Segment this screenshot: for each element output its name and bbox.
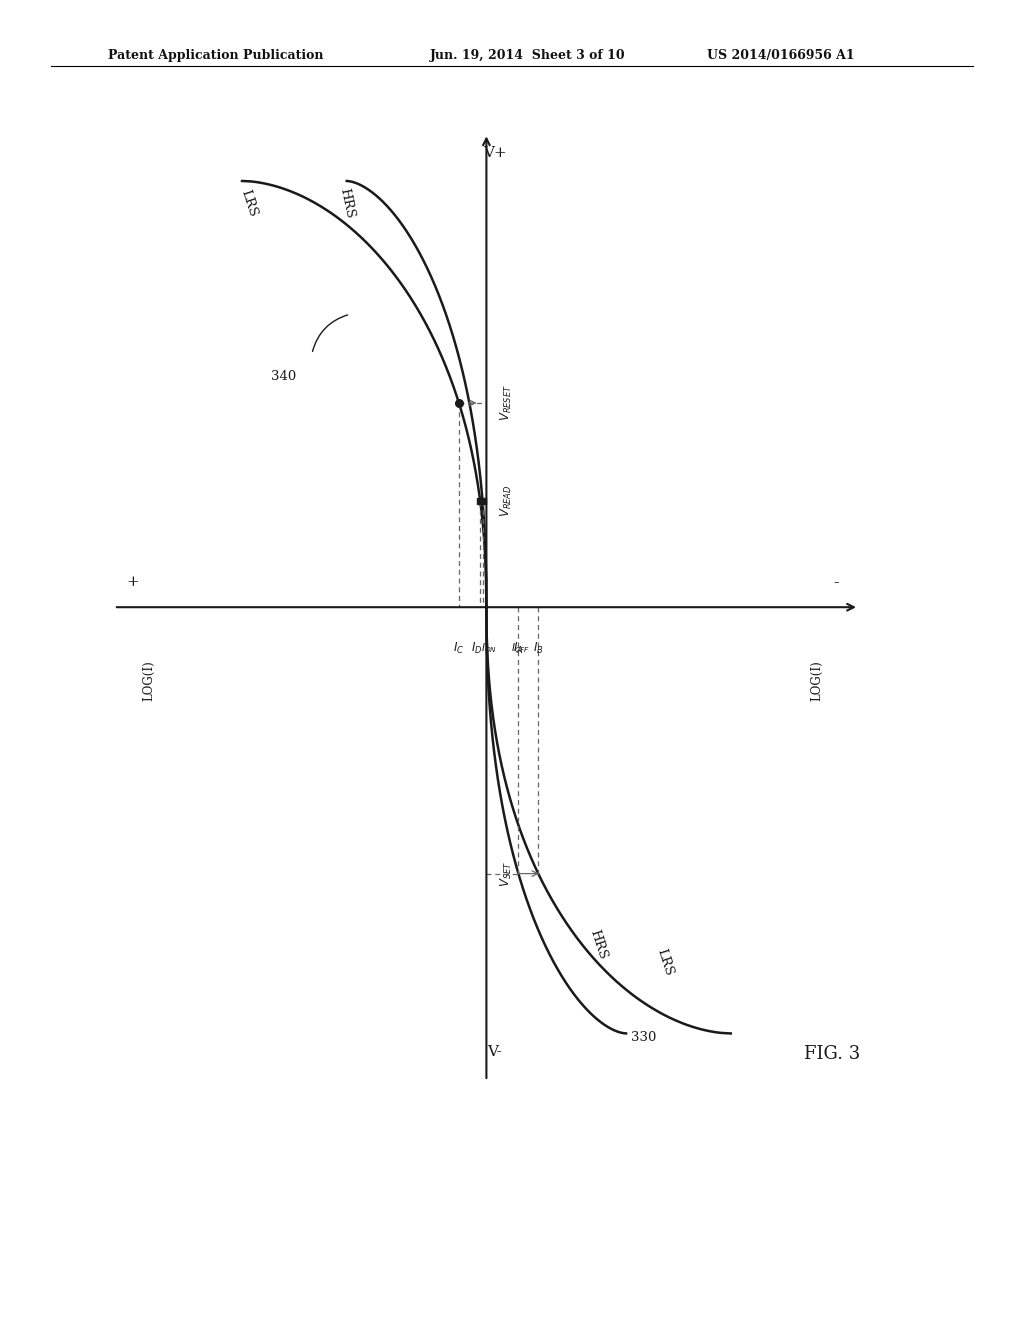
Text: $I_{OFF}$: $I_{OFF}$: [511, 642, 530, 655]
Text: Jun. 19, 2014  Sheet 3 of 10: Jun. 19, 2014 Sheet 3 of 10: [430, 49, 626, 62]
Text: LOG(I): LOG(I): [142, 660, 155, 701]
Text: LOG(I): LOG(I): [810, 660, 823, 701]
Text: LRS: LRS: [654, 946, 675, 978]
Text: 330: 330: [631, 1031, 656, 1044]
Text: +: +: [127, 576, 139, 589]
Text: HRS: HRS: [337, 186, 356, 219]
Text: LRS: LRS: [239, 187, 259, 219]
Text: $I_A$: $I_A$: [513, 642, 523, 656]
Text: $V_{READ}$: $V_{READ}$: [499, 484, 514, 517]
Text: $I_D$: $I_D$: [471, 642, 482, 656]
Text: $I_B$: $I_B$: [532, 642, 544, 656]
Text: US 2014/0166956 A1: US 2014/0166956 A1: [707, 49, 854, 62]
Text: -: -: [834, 574, 839, 591]
Text: V-: V-: [487, 1044, 502, 1059]
Text: $V_{SET}$: $V_{SET}$: [499, 861, 514, 887]
Text: FIG. 3: FIG. 3: [804, 1045, 860, 1064]
Text: HRS: HRS: [587, 928, 609, 961]
Text: Patent Application Publication: Patent Application Publication: [108, 49, 323, 62]
Text: 340: 340: [271, 370, 297, 383]
Text: V+: V+: [483, 147, 507, 160]
Text: $I_{ON}$: $I_{ON}$: [481, 642, 498, 655]
Text: $I_C$: $I_C$: [454, 642, 465, 656]
Text: $V_{RESET}$: $V_{RESET}$: [499, 384, 514, 421]
